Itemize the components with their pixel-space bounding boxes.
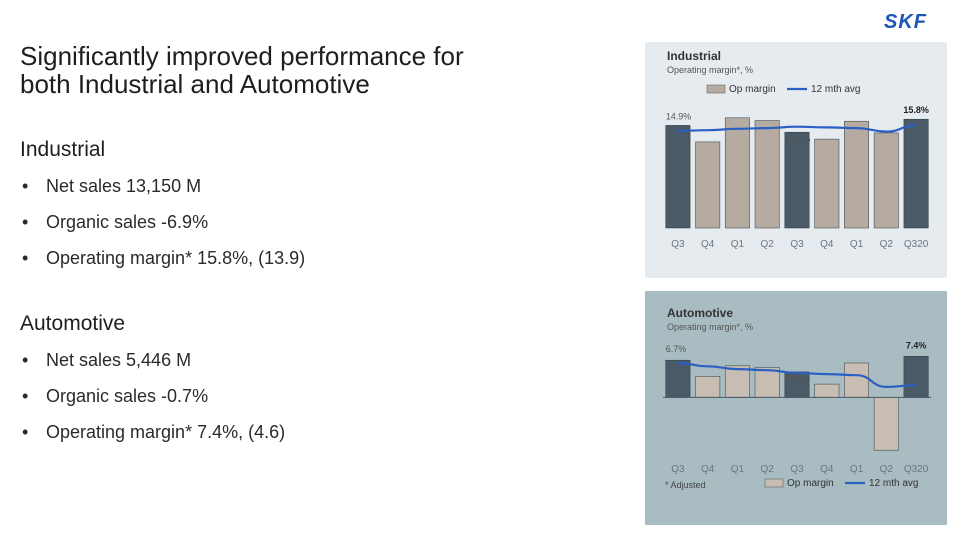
bar-ind-0 xyxy=(665,125,691,229)
tick-label-group: Q3 Q4 Q1 Q2 Q3 Q4 Q1 Q2 Q320 xyxy=(671,464,929,475)
x-tick-label: Q4 xyxy=(820,239,834,250)
bar-auto-1 xyxy=(695,376,721,398)
chart-footnote: * Adjusted xyxy=(665,480,706,490)
skf-logo-text: SKF xyxy=(884,11,927,32)
x-tick-label: Q3 xyxy=(671,239,685,250)
slide-title-line1: Significantly improved performance for xyxy=(20,41,464,71)
bar-ind-2 xyxy=(724,117,750,229)
x-tick-label: Q3 xyxy=(790,464,804,475)
slide-title-line2: both Industrial and Automotive xyxy=(20,69,370,99)
slide-title: Significantly improved performance for b… xyxy=(20,42,580,98)
legend-label-op-margin: Op margin xyxy=(787,478,834,489)
bar-auto-0 xyxy=(665,359,691,398)
x-tick-label: Q3 xyxy=(790,239,804,250)
data-label-group: 6.7% 4.6% 7.4% xyxy=(666,340,927,382)
x-tick-label: Q1 xyxy=(850,239,864,250)
tick-label-group: Q3 Q4 Q1 Q2 Q3 Q4 Q1 Q2 Q320 xyxy=(671,239,929,250)
bar-ind-3 xyxy=(754,120,780,229)
x-tick-label: Q4 xyxy=(820,464,834,475)
x-tick-label: Q320 xyxy=(904,464,929,475)
x-tick-label: Q2 xyxy=(761,464,775,475)
legend-label-op-margin: Op margin xyxy=(729,84,776,95)
data-label: 14.9% xyxy=(666,111,692,121)
x-tick-label: Q2 xyxy=(761,239,775,250)
bar-ind-8 xyxy=(903,118,929,229)
data-label: 4.6% xyxy=(785,372,806,382)
bar-group xyxy=(663,356,931,451)
bullet-item: Operating margin* 7.4%, (4.6) xyxy=(20,421,285,457)
x-tick-label: Q1 xyxy=(731,239,745,250)
bar-auto-2 xyxy=(724,365,750,398)
skf-logo: SKF xyxy=(884,11,927,32)
avg-line-ind xyxy=(677,124,917,133)
x-tick-label: Q2 xyxy=(880,464,894,475)
automotive-heading: Automotive xyxy=(20,312,126,335)
avg-line-auto xyxy=(677,361,917,389)
bullet-item: Net sales 13,150 M xyxy=(20,175,305,211)
x-tick-label: Q320 xyxy=(904,239,929,250)
automotive-chart-panel: Automotive Operating margin*, % 6.7% 4.6%… xyxy=(645,291,947,525)
automotive-chart: Automotive Operating margin*, % 6.7% 4.6%… xyxy=(663,306,931,490)
legend-label-12-mth-avg: 12 mth avg xyxy=(811,84,860,95)
data-label: 13.9% xyxy=(785,134,811,144)
bar-auto-6 xyxy=(844,362,869,398)
data-label-group: 14.9% 13.9% 15.8% xyxy=(666,105,929,144)
x-tick-label: Q1 xyxy=(731,464,745,475)
bar-group xyxy=(665,117,929,229)
bullet-item: Organic sales -0.7% xyxy=(20,385,285,421)
automotive-bullets: Net sales 5,446 M Organic sales -0.7% Op… xyxy=(20,349,285,457)
industrial-chart-panel: Industrial Operating margin*, % Op margi… xyxy=(645,42,947,278)
chart-legend: Op margin 12 mth avg xyxy=(764,478,918,489)
data-label: 15.8% xyxy=(903,105,929,115)
chart-title: Automotive xyxy=(667,306,733,320)
bullet-item: Operating margin* 15.8%, (13.9) xyxy=(20,247,305,283)
bar-ind-6 xyxy=(844,120,869,229)
bar-ind-7 xyxy=(873,132,899,229)
legend-label-12-mth-avg: 12 mth avg xyxy=(869,478,918,489)
legend-swatch-op-margin xyxy=(764,478,784,488)
x-tick-label: Q4 xyxy=(701,239,715,250)
x-tick-label: Q2 xyxy=(880,239,894,250)
avg-line-group xyxy=(677,361,917,389)
x-tick-label: Q3 xyxy=(671,464,685,475)
data-label: 6.7% xyxy=(666,344,687,354)
chart-legend: Op margin 12 mth avg xyxy=(706,84,860,95)
x-tick-label: Q4 xyxy=(701,464,715,475)
bar-ind-1 xyxy=(695,141,721,229)
industrial-chart: Industrial Operating margin*, % Op margi… xyxy=(665,49,929,250)
bar-auto-5 xyxy=(814,383,840,398)
chart-subtitle: Operating margin*, % xyxy=(667,65,753,75)
bar-ind-4 xyxy=(784,131,810,229)
chart-subtitle: Operating margin*, % xyxy=(667,322,753,332)
data-label: 7.4% xyxy=(906,340,927,350)
avg-line-group xyxy=(677,124,917,133)
bar-auto-3 xyxy=(754,367,780,398)
x-tick-label: Q1 xyxy=(850,464,864,475)
legend-swatch-op-margin xyxy=(706,84,726,94)
industrial-bullets: Net sales 13,150 M Organic sales -6.9% O… xyxy=(20,175,305,283)
bullet-item: Organic sales -6.9% xyxy=(20,211,305,247)
bullet-item: Net sales 5,446 M xyxy=(20,349,285,385)
industrial-heading: Industrial xyxy=(20,138,106,161)
bar-auto-8 xyxy=(903,356,929,398)
chart-title: Industrial xyxy=(667,49,721,63)
bar-ind-5 xyxy=(814,138,840,229)
bar-auto-7 xyxy=(873,397,899,451)
